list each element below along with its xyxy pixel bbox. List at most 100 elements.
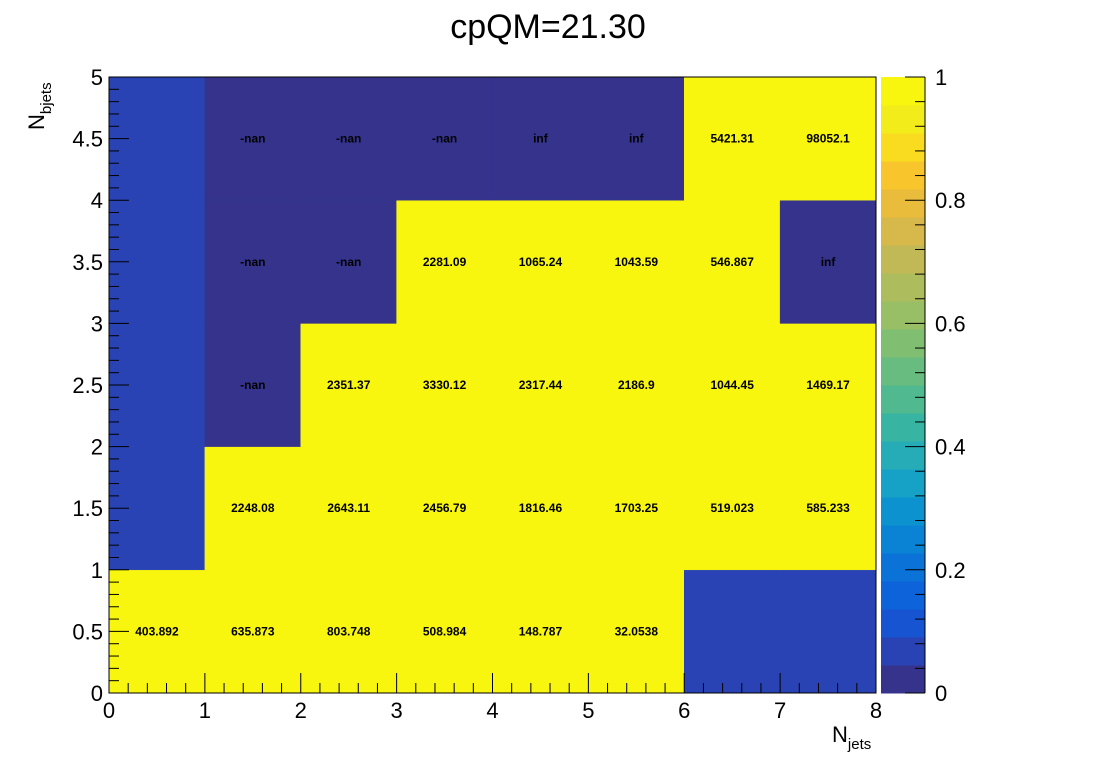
cell-value-label: 403.892 [135, 624, 179, 638]
color-scale-axis: 0 0.2 0.4 0.6 0.8 1 [905, 65, 966, 706]
color-scale-swatch [881, 609, 925, 638]
cell-value-label: -nan [240, 255, 265, 269]
heatmap-cell [204, 323, 301, 447]
color-scale-tick-label: 0.4 [935, 435, 966, 460]
color-scale-swatch [881, 385, 925, 414]
x-tick-label: 8 [870, 698, 882, 723]
color-scale-swatch [881, 301, 925, 330]
cell-value-label: -nan [432, 132, 457, 146]
heatmap-cell [492, 569, 589, 694]
cell-value-label: -nan [240, 378, 265, 392]
cell-value-label: 1816.46 [519, 501, 563, 515]
heatmap-cell [684, 569, 781, 694]
color-scale-swatch [881, 469, 925, 498]
heatmap-cell [204, 446, 301, 571]
heatmap-cell [588, 76, 685, 201]
heatmap-cell [779, 76, 877, 201]
cell-value-label: 803.748 [327, 624, 371, 638]
cell-value-label: inf [821, 255, 837, 269]
heatmap-cell [204, 569, 301, 694]
color-scale-swatch [881, 413, 925, 442]
heatmap-cell [300, 446, 397, 571]
cell-value-label: inf [533, 132, 549, 146]
heatmap-cell [492, 199, 589, 324]
heatmap-cells [108, 76, 877, 694]
cell-value-label: 3330.12 [423, 378, 467, 392]
heatmap-cell [492, 76, 589, 201]
cell-value-label: 2456.79 [423, 501, 467, 515]
cell-value-label: 5421.31 [710, 132, 754, 146]
color-scale-swatch [881, 665, 925, 694]
x-tick-label: 7 [774, 698, 786, 723]
x-tick-label: 0 [103, 698, 115, 723]
cell-value-label: 32.0538 [615, 624, 659, 638]
heatmap-cell [396, 569, 493, 694]
color-scale-swatch [881, 553, 925, 582]
heatmap-cell [396, 323, 493, 447]
y-tick-label: 1 [91, 558, 103, 583]
color-scale-swatch [881, 105, 925, 134]
cell-value-label: 2281.09 [423, 255, 467, 269]
color-scale-swatch [881, 77, 925, 106]
cell-value-label: 2643.11 [327, 501, 370, 515]
heatmap-cell [588, 569, 685, 694]
color-scale-tick-label: 1 [935, 65, 947, 90]
color-scale-swatch [881, 217, 925, 246]
heatmap-cell [492, 323, 589, 447]
heatmap-cell [396, 446, 493, 571]
y-tick-label: 2.5 [72, 373, 103, 398]
heatmap-cell [396, 199, 493, 324]
heatmap-cell [684, 199, 781, 324]
x-tick-label: 5 [582, 698, 594, 723]
color-scale-swatch [881, 497, 925, 526]
cell-value-label: 585.233 [806, 501, 850, 515]
cell-labels: 403.892 635.873 803.748 508.984 148.787 32.05… [135, 132, 850, 639]
heatmap-cell [684, 446, 781, 571]
cell-value-label: inf [629, 132, 645, 146]
color-scale-swatch [881, 329, 925, 358]
cell-value-label: 2351.37 [327, 378, 371, 392]
y-tick-label: 0.5 [72, 619, 103, 644]
y-tick-label: 4.5 [72, 127, 103, 152]
y-tick-label: 0 [91, 681, 103, 706]
heatmap-cell [684, 76, 781, 201]
heatmap-cell [588, 199, 685, 324]
x-axis: 0 1 2 3 4 5 6 7 8 [103, 673, 882, 723]
color-scale-swatch [881, 581, 925, 610]
y-tick-label: 5 [91, 65, 103, 90]
y-axis: 0 0.5 1 1.5 2 2.5 3 3.5 4 4.5 5 [72, 65, 129, 706]
x-tick-label: 2 [295, 698, 307, 723]
cell-value-label: 1469.17 [806, 378, 850, 392]
heatmap-cell [300, 199, 397, 324]
y-tick-label: 1.5 [72, 496, 103, 521]
heatmap-cell [588, 446, 685, 571]
color-scale-swatch [881, 133, 925, 162]
heatmap-cell [588, 323, 685, 447]
cell-value-label: -nan [336, 132, 361, 146]
cell-value-label: 1065.24 [519, 255, 563, 269]
x-axis-label: Njets [832, 722, 871, 753]
x-tick-label: 4 [486, 698, 498, 723]
cell-value-label: 98052.1 [806, 132, 850, 146]
color-scale-swatch [881, 637, 925, 666]
heatmap-cell [300, 323, 397, 447]
color-scale-tick-label: 0.6 [935, 311, 966, 336]
color-scale-swatch [881, 357, 925, 386]
cell-value-label: 1703.25 [615, 501, 659, 515]
color-scale-swatch [881, 273, 925, 302]
cell-value-label: 2248.08 [231, 501, 275, 515]
x-axis-label-sub: jets [847, 736, 871, 753]
y-tick-label: 3 [91, 311, 103, 336]
cell-value-label: -nan [240, 132, 265, 146]
cell-value-label: 2317.44 [519, 378, 563, 392]
y-axis-label: Nbjets [24, 82, 55, 130]
cell-value-label: 546.867 [710, 255, 754, 269]
color-scale-bar [881, 77, 925, 694]
y-axis-label-sub: bjets [38, 82, 55, 114]
cell-value-label: 508.984 [423, 624, 467, 638]
cell-value-label: 635.873 [231, 624, 275, 638]
cell-value-label: 1043.59 [615, 255, 659, 269]
chart-title: cpQM=21.30 [450, 8, 646, 46]
heatmap-cell [684, 323, 781, 447]
color-scale-tick-label: 0 [935, 681, 947, 706]
